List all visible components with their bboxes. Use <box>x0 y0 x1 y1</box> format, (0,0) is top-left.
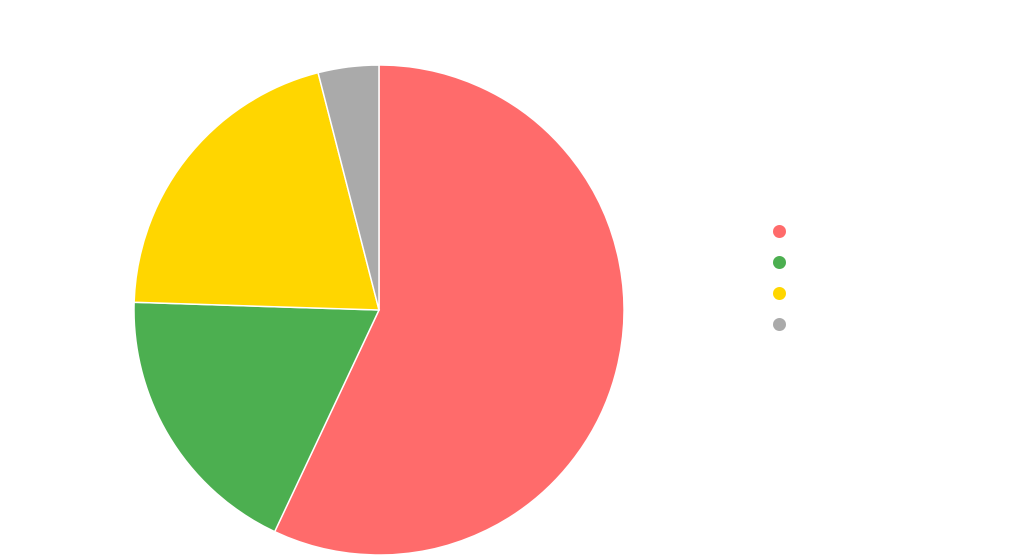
legend-marker <box>773 224 786 238</box>
pie-slice-0[interactable] <box>273 64 625 556</box>
pie-slice-2[interactable] <box>133 71 380 311</box>
legend-item[interactable] <box>773 223 810 239</box>
pie-slice-1[interactable] <box>133 301 381 533</box>
legend-marker <box>773 286 786 300</box>
pie-slice-3[interactable] <box>317 64 380 311</box>
legend-item[interactable] <box>773 285 810 301</box>
legend-item[interactable] <box>773 254 810 270</box>
legend <box>773 223 810 332</box>
legend-item[interactable] <box>773 316 810 332</box>
pie-slices <box>133 64 625 556</box>
legend-marker <box>773 255 786 269</box>
legend-marker <box>773 317 786 331</box>
